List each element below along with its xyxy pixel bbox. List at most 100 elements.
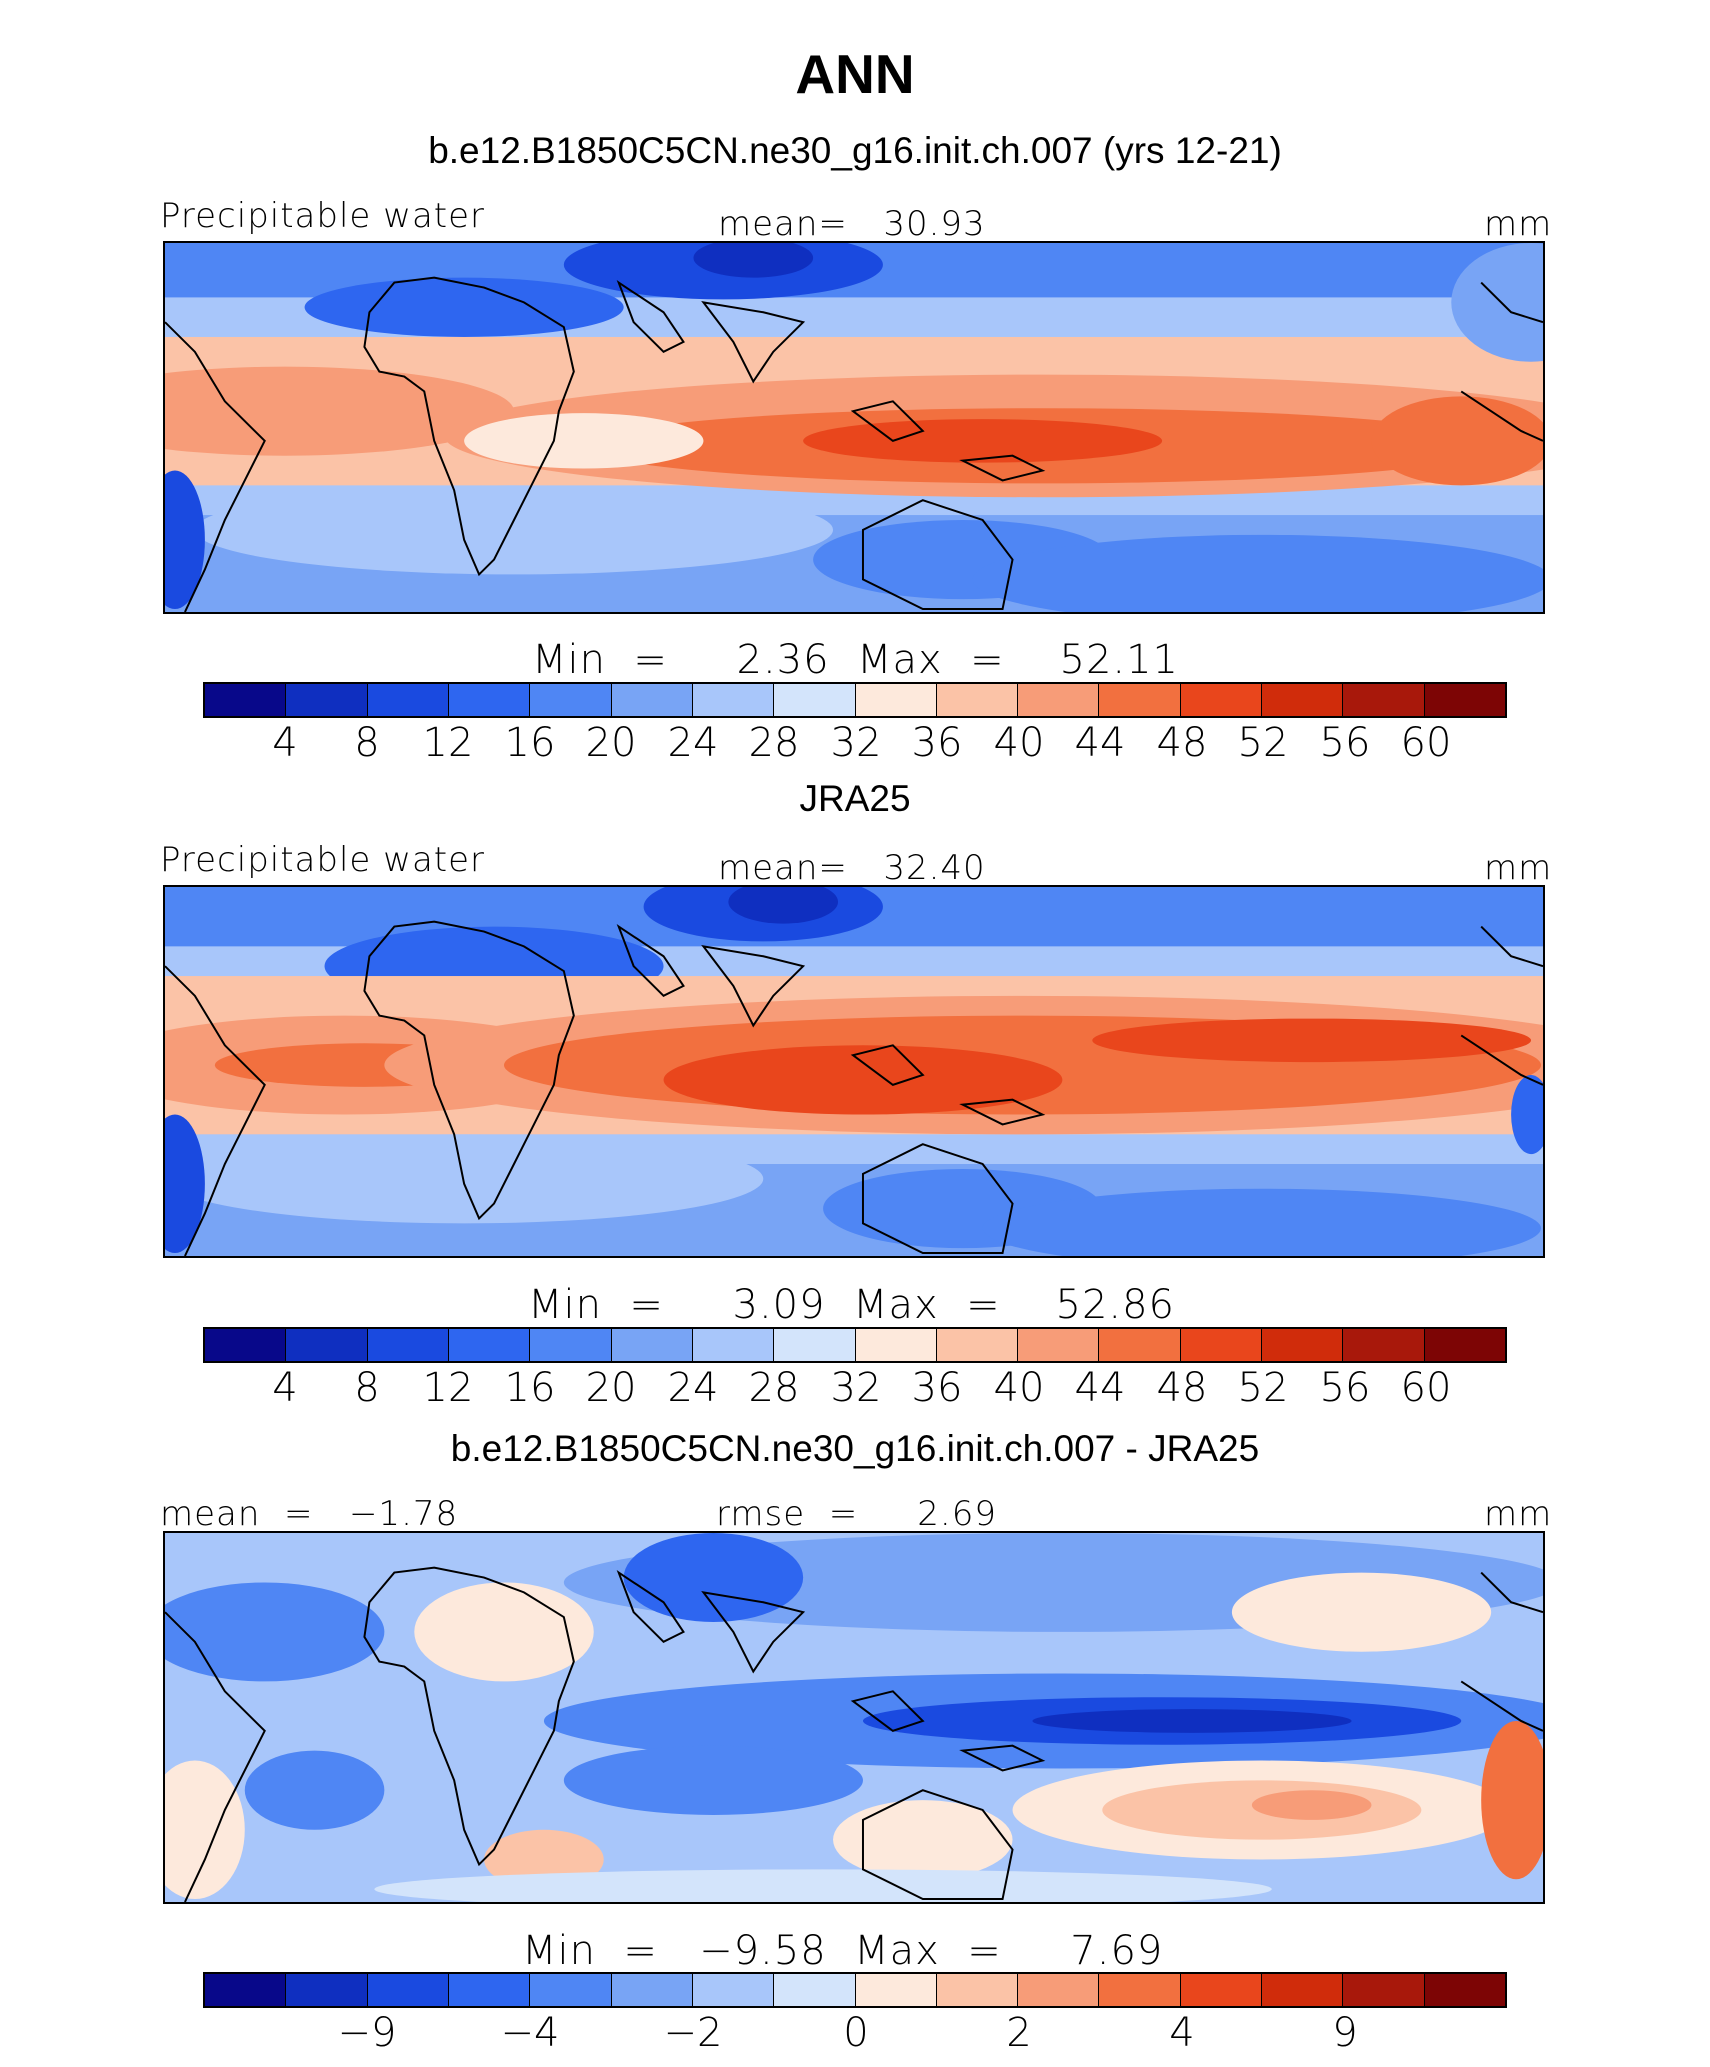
panel-3-title: b.e12.B1850C5CN.ne30_g16.init.ch.007 - J… — [450, 1428, 1260, 1469]
colorbar-box — [936, 1974, 1019, 2006]
colorbar-box — [936, 684, 1019, 716]
colorbar-tick: 28 — [748, 720, 800, 766]
panel-1-minmax: Min = 2.36 Max = 52.11 — [532, 637, 1179, 683]
colorbar-box — [1262, 684, 1344, 716]
colorbar-tick: 48 — [1156, 1365, 1208, 1411]
colorbar-tick: −4 — [500, 2010, 560, 2056]
colorbar-tick: 2 — [1006, 2010, 1032, 2056]
colorbar-tick: 40 — [993, 720, 1045, 766]
colorbar-tick: 9 — [1332, 2010, 1358, 2056]
colorbar-tick: 20 — [585, 720, 637, 766]
panel-2-minmax: Min = 3.09 Max = 52.86 — [528, 1282, 1175, 1328]
colorbar-box — [1343, 684, 1425, 716]
panel-1-mean-label: mean= 30.93 — [718, 204, 986, 244]
colorbar-box — [1018, 1974, 1100, 2006]
colorbar-box — [692, 1974, 775, 2006]
colorbar-box — [855, 1329, 937, 1361]
colorbar-box — [1424, 1974, 1505, 2006]
colorbar-box — [530, 1329, 612, 1361]
colorbar-box — [205, 1329, 287, 1361]
colorbar-box — [692, 684, 775, 716]
panel-1-map — [163, 241, 1545, 614]
colorbar-box — [367, 1329, 449, 1361]
colorbar-tick: 0 — [843, 2010, 869, 2056]
panel-2-colorbar — [203, 1327, 1507, 1363]
panel-1-colorbar — [203, 682, 1507, 718]
colorbar-tick: 12 — [422, 720, 474, 766]
colorbar-box — [448, 1329, 531, 1361]
colorbar-tick: 60 — [1400, 720, 1452, 766]
colorbar-tick: 4 — [272, 1365, 298, 1411]
colorbar-tick: 56 — [1319, 1365, 1371, 1411]
colorbar-box — [1099, 1974, 1181, 2006]
colorbar-box — [611, 684, 693, 716]
colorbar-box — [611, 1974, 693, 2006]
colorbar-box — [530, 684, 612, 716]
colorbar-box — [1262, 1974, 1344, 2006]
colorbar-tick: 36 — [911, 1365, 963, 1411]
colorbar-box — [774, 1329, 856, 1361]
panel-3-mean-label: mean = −1.78 — [160, 1494, 459, 1534]
colorbar-tick: 32 — [830, 720, 882, 766]
colorbar-box — [1180, 1974, 1263, 2006]
colorbar-box — [936, 1329, 1019, 1361]
panel-3-map — [163, 1531, 1545, 1904]
panel-2-mean-label: mean= 32.40 — [718, 848, 986, 888]
colorbar-tick: 4 — [272, 720, 298, 766]
colorbar-box — [1018, 1329, 1100, 1361]
colorbar-tick: 28 — [748, 1365, 800, 1411]
colorbar-tick: 20 — [585, 1365, 637, 1411]
colorbar-tick: 40 — [993, 1365, 1045, 1411]
panel-2-map — [163, 885, 1545, 1258]
colorbar-tick: 12 — [422, 1365, 474, 1411]
colorbar-tick: 8 — [354, 720, 380, 766]
colorbar-box — [1343, 1329, 1425, 1361]
colorbar-box — [205, 684, 287, 716]
colorbar-tick: 16 — [504, 1365, 556, 1411]
colorbar-tick: 4 — [1169, 2010, 1195, 2056]
colorbar-box — [530, 1974, 612, 2006]
panel-3-colorbar — [203, 1972, 1507, 2008]
panel-3-rmse-label: rmse = 2.69 — [716, 1494, 997, 1534]
colorbar-box — [774, 1974, 856, 2006]
colorbar-tick: 8 — [354, 1365, 380, 1411]
panel-1-title: b.e12.B1850C5CN.ne30_g16.init.ch.007 (yr… — [428, 130, 1282, 171]
colorbar-box — [205, 1974, 287, 2006]
colorbar-box — [367, 684, 449, 716]
colorbar-tick: 44 — [1074, 720, 1126, 766]
colorbar-tick: 52 — [1237, 720, 1289, 766]
colorbar-tick: 24 — [667, 720, 719, 766]
colorbar-tick: 44 — [1074, 1365, 1126, 1411]
panel-1-variable-label: Precipitable water — [160, 196, 486, 236]
colorbar-box — [774, 684, 856, 716]
colorbar-box — [611, 1329, 693, 1361]
panel-2-title: JRA25 — [799, 778, 911, 819]
colorbar-tick: 24 — [667, 1365, 719, 1411]
colorbar-tick: 32 — [830, 1365, 882, 1411]
colorbar-box — [1424, 1329, 1505, 1361]
colorbar-tick: 56 — [1319, 720, 1371, 766]
colorbar-box — [855, 1974, 937, 2006]
colorbar-tick: −2 — [663, 2010, 723, 2056]
colorbar-box — [1018, 684, 1100, 716]
panel-3-units: mm — [1484, 1494, 1553, 1534]
panel-3-minmax: Min = −9.58 Max = 7.69 — [522, 1928, 1164, 1974]
colorbar-box — [1099, 1329, 1181, 1361]
colorbar-tick: 48 — [1156, 720, 1208, 766]
colorbar-box — [1180, 684, 1263, 716]
panel-1-units: mm — [1484, 204, 1553, 244]
colorbar-box — [855, 684, 937, 716]
figure-title: ANN — [795, 43, 915, 105]
colorbar-box — [448, 1974, 531, 2006]
colorbar-box — [1262, 1329, 1344, 1361]
colorbar-box — [367, 1974, 449, 2006]
colorbar-tick: 60 — [1400, 1365, 1452, 1411]
colorbar-tick: −9 — [337, 2010, 397, 2056]
colorbar-box — [286, 1974, 368, 2006]
colorbar-tick: 36 — [911, 720, 963, 766]
colorbar-box — [692, 1329, 775, 1361]
colorbar-box — [1099, 684, 1181, 716]
colorbar-box — [448, 684, 531, 716]
colorbar-tick: 52 — [1237, 1365, 1289, 1411]
colorbar-box — [1424, 684, 1505, 716]
